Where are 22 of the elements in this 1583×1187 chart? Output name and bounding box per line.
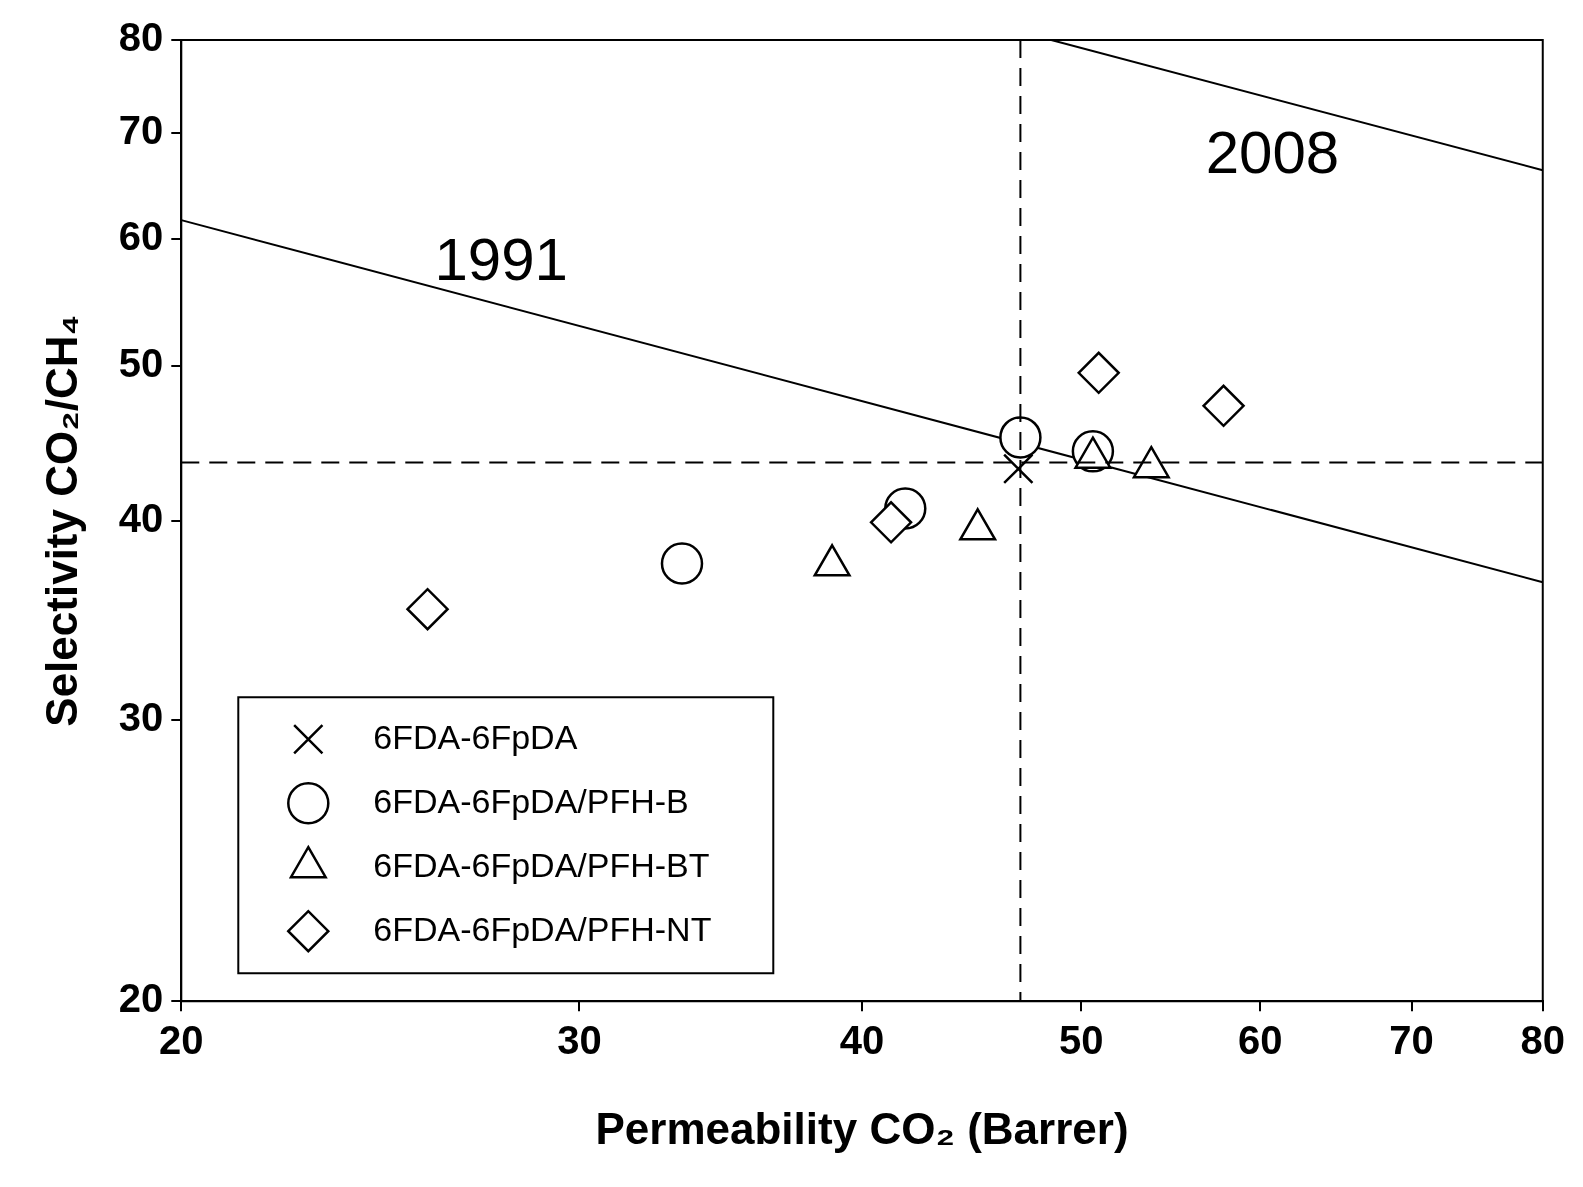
legend-label: 6FDA-6FpDA/PFH-NT (373, 909, 712, 948)
x-tick-label: 50 (1058, 1018, 1104, 1063)
x-tick-label: 80 (1520, 1018, 1565, 1063)
y-tick-label: 20 (118, 976, 164, 1021)
x-tick-label: 20 (159, 1018, 204, 1063)
y-axis-title: Selectivity CO₂/CH₄ (36, 314, 86, 727)
legend-label: 6FDA-6FpDA/PFH-B (373, 781, 689, 820)
legend-label: 6FDA-6FpDA (373, 717, 578, 756)
x-tick-label: 30 (557, 1018, 602, 1063)
y-tick-label: 60 (118, 214, 164, 259)
x-axis-title: Permeability CO₂ (Barrer) (595, 1103, 1129, 1153)
annotation: 2008 (1205, 119, 1340, 187)
y-tick-label: 40 (118, 495, 164, 540)
x-tick-label: 70 (1389, 1018, 1434, 1063)
y-tick-label: 50 (118, 340, 164, 385)
y-tick-label: 70 (118, 107, 164, 152)
annotation: 1991 (434, 225, 568, 293)
y-tick-label: 80 (118, 15, 164, 60)
y-tick-label: 30 (118, 695, 164, 740)
legend-label: 6FDA-6FpDA/PFH-BT (373, 845, 710, 884)
x-tick-label: 40 (839, 1018, 885, 1063)
x-tick-label: 60 (1237, 1018, 1283, 1063)
